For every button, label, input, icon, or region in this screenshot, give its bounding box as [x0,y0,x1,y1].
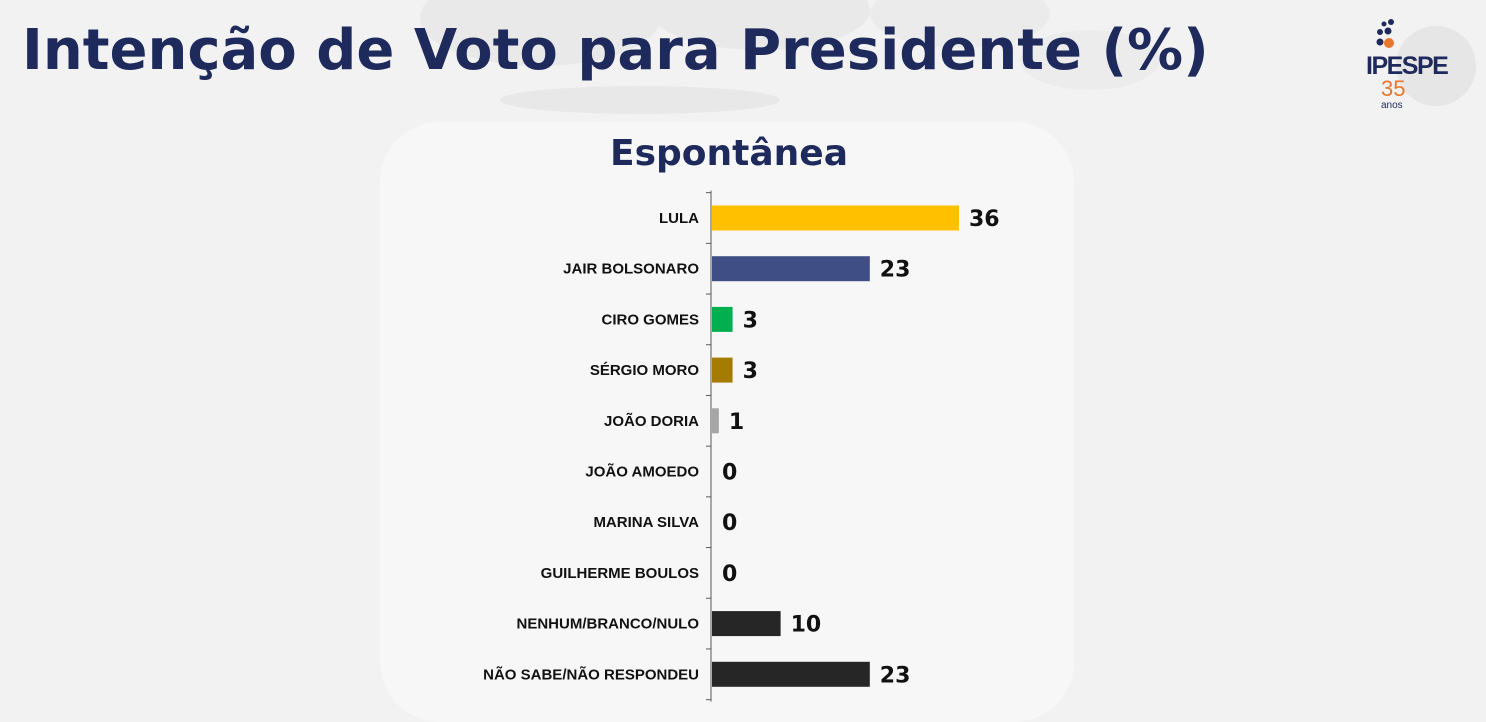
data-label: 23 [880,258,911,283]
bar [712,358,733,383]
bar [712,206,959,231]
category-label: JAIR BOLSONARO [563,261,699,278]
data-label: 10 [791,613,822,638]
category-label: GUILHERME BOULOS [541,565,699,582]
category-label: CIRO GOMES [601,311,699,328]
data-label: 3 [743,359,758,384]
data-label: 0 [722,511,737,536]
category-label: JOÃO AMOEDO [585,463,699,481]
category-label: NENHUM/BRANCO/NULO [517,616,700,633]
bar [712,662,870,687]
data-label: 36 [969,207,1000,232]
data-label: 3 [743,308,758,333]
data-label: 23 [880,663,911,688]
data-label: 1 [729,410,744,435]
bar [712,307,733,332]
data-label: 0 [722,461,737,486]
category-label: JOÃO DORIA [604,412,699,430]
chart-title: Espontânea [610,133,848,174]
category-label: SÉRGIO MORO [590,362,700,379]
category-label: MARINA SILVA [593,514,699,531]
category-label: LULA [659,210,699,227]
bar [712,611,781,636]
bar [712,256,870,281]
category-label: NÃO SABE/NÃO RESPONDEU [483,665,699,683]
data-label: 0 [722,562,737,587]
bar [712,408,719,433]
chart-bars-group: LULA 36 JAIR BOLSONARO 23 CIRO GOMES 3 SÉRGIO … [483,206,999,689]
chart-axis-group [706,191,711,702]
